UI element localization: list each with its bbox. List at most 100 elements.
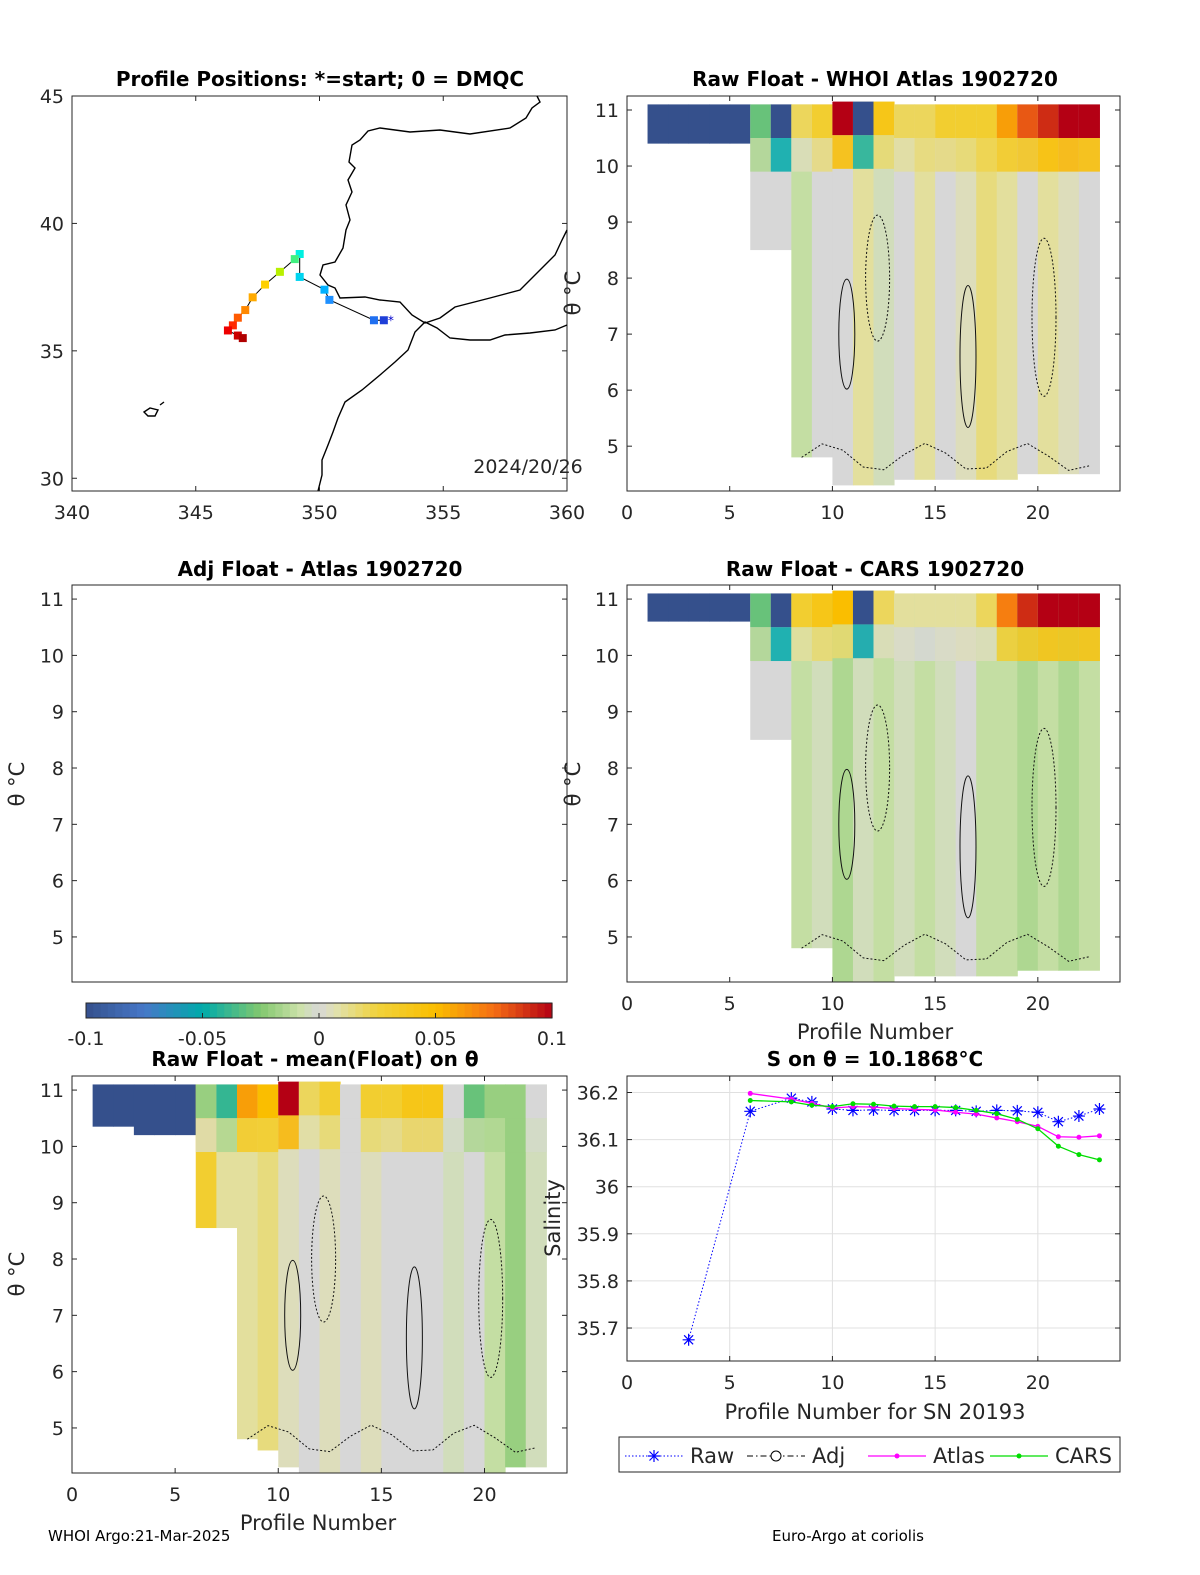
heatmap-upper-cell (770, 138, 792, 172)
heatmap-upper-cell (525, 1118, 547, 1153)
salinity-ticks: 35.7 35.8 35.9 36 36.1 36.2 0 5 10 15 20 (577, 1076, 1120, 1394)
heatmap-column (1017, 593, 1039, 971)
heatmap-upper-cell (340, 1118, 362, 1153)
colorbar-cell (231, 1003, 240, 1018)
raw-whoi-panel: Raw Float - WHOI Atlas 1902720 5 6 7 8 9 10 11… (561, 67, 1121, 524)
heatmap-top-cell (402, 1084, 424, 1119)
heatmap-column (505, 1084, 527, 1468)
y-tick-label: 6 (607, 380, 619, 402)
x-tick-label: 0 (621, 1372, 633, 1394)
x-tick-label: 20 (1026, 1372, 1050, 1394)
y-tick-label: 11 (40, 1080, 64, 1102)
series-raw-point (990, 1104, 1003, 1117)
colorbar-cell (399, 1003, 407, 1018)
heatmap-upper-cell (443, 1118, 465, 1153)
contour-line (865, 704, 891, 832)
heatmap-upper-cell (914, 138, 936, 172)
y-tick-label: 8 (52, 1249, 64, 1271)
y-tick-label: 45 (40, 86, 64, 108)
profile-position-marker (275, 267, 284, 276)
colorbar-cell (144, 1003, 153, 1018)
raw-mean-heatmap (92, 1081, 547, 1473)
adj-atlas-ylabel: θ °C (5, 762, 29, 807)
y-tick-label: 6 (607, 871, 619, 893)
series-cars-point (932, 1104, 938, 1110)
heatmap-column (668, 593, 690, 622)
heatmap-upper-cell (257, 1118, 279, 1153)
heatmap-upper-cell (1058, 138, 1080, 172)
profile-position-marker (241, 306, 250, 315)
contour-line (865, 214, 891, 342)
contour-line (1031, 727, 1057, 887)
y-tick-label: 5 (607, 927, 619, 949)
colorbar-cell (326, 1003, 335, 1018)
raw-whoi-axes (626, 95, 1121, 492)
footer-left: WHOI Argo:21-Mar-2025 (48, 1527, 230, 1545)
y-tick-label: 10 (40, 645, 64, 667)
profile-position-marker (295, 272, 304, 281)
colorbar-cell (107, 1003, 116, 1018)
contour-line (478, 1218, 504, 1378)
heatmap-column (360, 1084, 382, 1473)
legend: Raw Adj Atlas CARS (618, 1436, 1121, 1473)
heatmap-column (647, 104, 669, 144)
y-tick-label: 30 (40, 468, 64, 490)
colorbar: -0.1 -0.05 0 0.05 0.1 (67, 1002, 567, 1050)
heatmap-upper-cell (852, 135, 874, 169)
heatmap-top-cell (463, 1084, 485, 1119)
colorbar-cell (450, 1003, 458, 1018)
heatmap-column (133, 1084, 155, 1136)
heatmap-upper-cell (381, 1118, 403, 1153)
heatmap-column (935, 104, 957, 480)
y-tick-label: 8 (607, 758, 619, 780)
colorbar-cell (362, 1003, 371, 1018)
x-tick-label: 15 (369, 1484, 393, 1506)
heatmap-column (811, 104, 833, 458)
series-cars-point (1096, 1157, 1102, 1163)
heatmap-top-cell (750, 104, 772, 139)
colorbar-gradient (86, 1003, 553, 1018)
series-cars-point (871, 1101, 876, 1107)
colorbar-cell (471, 1003, 480, 1018)
y-tick-label: 35.7 (577, 1318, 619, 1340)
heatmap-top-cell (770, 104, 792, 139)
y-tick-label: 36.2 (577, 1082, 619, 1104)
y-tick-label: 9 (607, 702, 619, 724)
x-tick-label: 355 (425, 502, 461, 524)
heatmap-top-cell (216, 1084, 238, 1119)
adj-atlas-ticks: 5 6 7 8 9 10 11 (40, 589, 567, 949)
colorbar-cell (428, 1003, 437, 1018)
colorbar-cell (224, 1003, 233, 1018)
heatmap-upper-cell (976, 627, 998, 662)
adj-atlas-panel: Adj Float - Atlas 1902720 5 6 7 8 9 10 11 θ °C (5, 557, 568, 983)
series-atlas-point (1055, 1134, 1061, 1140)
adj-atlas-axes (71, 584, 568, 983)
heatmap-column (175, 1084, 197, 1136)
colorbar-cell (464, 1003, 473, 1018)
x-tick-label: 10 (820, 993, 844, 1015)
colorbar-cell (93, 1003, 102, 1018)
profile-position-marker (369, 316, 378, 325)
adj-atlas-title: Adj Float - Atlas 1902720 (178, 557, 463, 581)
heatmap-top-cell (381, 1084, 403, 1119)
colorbar-cell (158, 1003, 167, 1018)
x-tick-label: 0 (621, 993, 633, 1015)
heatmap-upper-cell (832, 135, 854, 169)
y-tick-label: 8 (52, 758, 64, 780)
colorbar-cell (311, 1003, 320, 1018)
series-cars-point (973, 1107, 979, 1113)
colorbar-cell (129, 1003, 138, 1018)
heatmap-column (688, 593, 710, 622)
colorbar-cell (202, 1003, 211, 1018)
heatmap-column (278, 1081, 300, 1468)
heatmap-upper-cell (298, 1115, 320, 1150)
heatmap-column (729, 593, 751, 622)
raw-cars-ticks: 5 6 7 8 9 10 11 0 5 10 15 20 (595, 585, 1120, 1015)
y-tick-label: 10 (595, 645, 619, 667)
y-tick-label: 10 (40, 1136, 64, 1158)
raw-mean-ticks: 5 6 7 8 9 10 11 0 5 10 15 20 (40, 1076, 567, 1506)
heatmap-upper-cell (237, 1118, 259, 1153)
raw-whoi-ticks: 5 6 7 8 9 10 11 0 5 10 15 20 (595, 96, 1120, 524)
colorbar-cell (493, 1003, 502, 1018)
heatmap-upper-cell (811, 627, 833, 662)
